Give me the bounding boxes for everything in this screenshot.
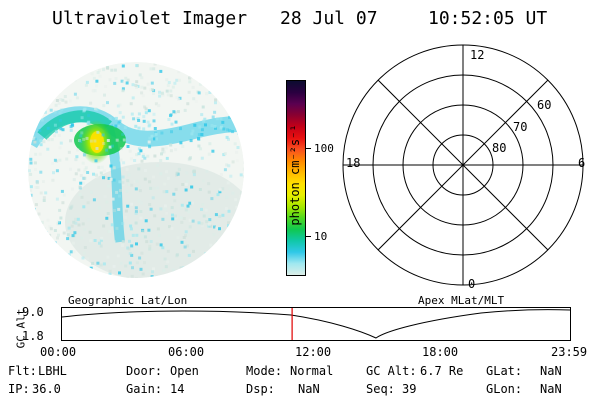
mlt-label-12: 12 — [470, 48, 485, 62]
colorbar-tick-mark — [306, 148, 311, 149]
colorbar-tick-100: 100 — [314, 142, 334, 155]
glon-label: GLon: — [486, 382, 523, 396]
mlt-label-6: 6 — [578, 156, 586, 170]
gcalt-value: 6.7 Re — [420, 364, 464, 378]
glon-value: NaN — [540, 382, 562, 396]
timeline-frame — [61, 307, 571, 341]
timeline-xtick-0600: 06:00 — [168, 345, 205, 359]
glat-value: NaN — [540, 364, 562, 378]
gcalt-label: GC Alt: — [366, 364, 417, 378]
colorbar — [286, 80, 306, 276]
seq-value: 39 — [402, 382, 417, 396]
colorbar-tick-10: 10 — [314, 230, 328, 243]
dsp-value: NaN — [298, 382, 320, 396]
lat-label-70: 70 — [513, 120, 528, 134]
timeline-xtick-0000: 00:00 — [40, 345, 77, 359]
colorbar-unit-label: photon cm⁻²s⁻¹ — [288, 124, 302, 226]
ip-label: IP: — [8, 382, 30, 396]
filter-value: LBHL — [38, 364, 67, 378]
aurora-pixels — [28, 62, 244, 278]
mlt-label-18: 18 — [346, 156, 361, 170]
ip-value: 36.0 — [32, 382, 61, 396]
meridian-diagonal-b — [377, 79, 549, 251]
gain-label: Gain: — [126, 382, 163, 396]
filter-label: Flt: — [8, 364, 37, 378]
door-value: Open — [170, 364, 199, 378]
mode-value: Normal — [290, 364, 334, 378]
polar-mlt-plot — [342, 44, 584, 286]
mlt-label-0: 0 — [468, 277, 476, 291]
timeline-ytick-bottom: 1.8 — [22, 329, 44, 343]
gain-value: 14 — [170, 382, 185, 396]
auroral-image — [28, 62, 244, 278]
timeline-xtick-1200: 12:00 — [295, 345, 332, 359]
timeline-left-title: Geographic Lat/Lon — [68, 294, 188, 307]
timeline-right-title: Apex MLat/MLT — [418, 294, 505, 307]
dsp-label: Dsp: — [246, 382, 275, 396]
lat-label-60: 60 — [537, 98, 552, 112]
instrument-title: Ultraviolet Imager — [52, 8, 248, 29]
lat-label-80: 80 — [492, 141, 507, 155]
observation-time: 10:52:05 UT — [428, 8, 548, 29]
seq-label: Seq: — [366, 382, 395, 396]
colorbar-tick-mark — [306, 236, 311, 237]
mode-label: Mode: — [246, 364, 283, 378]
observation-date: 28 Jul 07 — [280, 8, 378, 29]
timeline-xtick-1800: 18:00 — [422, 345, 459, 359]
timeline-ytick-top: 9.0 — [22, 305, 44, 319]
orbit-altitude-curve — [61, 309, 571, 339]
timeline-xtick-2359: 23:59 — [551, 345, 588, 359]
glat-label: GLat: — [486, 364, 523, 378]
timeline-plot — [61, 307, 571, 341]
door-label: Door: — [126, 364, 163, 378]
